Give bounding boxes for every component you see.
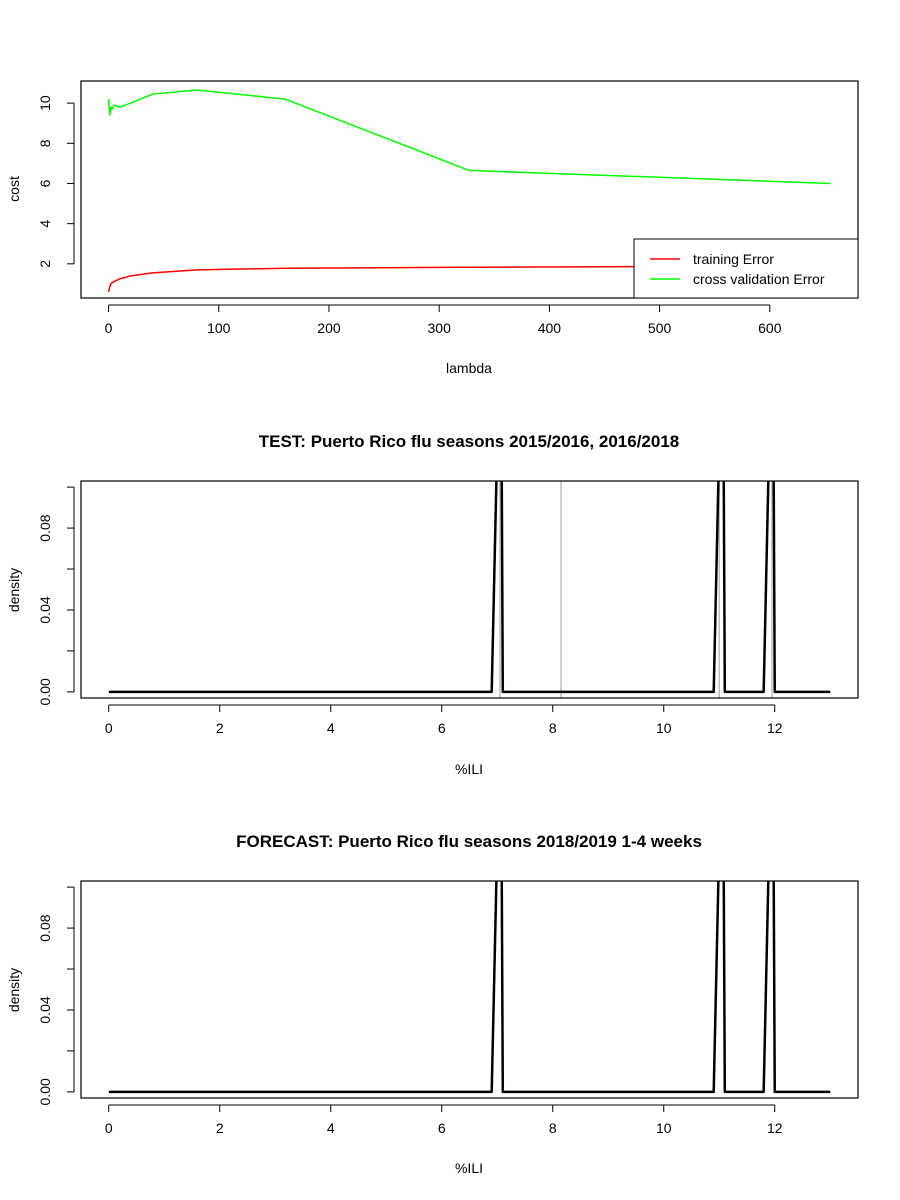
legend-box bbox=[633, 238, 859, 299]
y-tick-label: 0.04 bbox=[37, 996, 53, 1023]
series-line-0 bbox=[107, 265, 831, 293]
y-axis-label: cost bbox=[6, 176, 22, 202]
x-tick-label: 400 bbox=[538, 320, 562, 336]
y-tick-label: 8 bbox=[37, 139, 53, 147]
x-tick-label: 2 bbox=[216, 720, 224, 736]
x-tick-label: 600 bbox=[758, 320, 782, 336]
y-tick-label: 0.00 bbox=[37, 678, 53, 705]
plot-frame bbox=[80, 80, 859, 299]
plot-frame bbox=[80, 880, 859, 1099]
series-line-0 bbox=[108, 881, 831, 1094]
y-axis-label: density bbox=[6, 568, 22, 612]
legend: training Error cross validation Error bbox=[633, 238, 859, 299]
legend-entry-label: cross validation Error bbox=[693, 271, 825, 287]
y-tick-label: 0.08 bbox=[37, 514, 53, 541]
x-tick-label: 2 bbox=[216, 1120, 224, 1136]
x-tick-label: 10 bbox=[656, 1120, 672, 1136]
x-tick-label: 4 bbox=[327, 720, 335, 736]
y-tick-label: 0.08 bbox=[37, 914, 53, 941]
x-tick-label: 200 bbox=[317, 320, 341, 336]
test-density-chart: TEST: Puerto Rico flu seasons 2015/2016,… bbox=[6, 432, 859, 777]
x-tick-label: 8 bbox=[549, 1120, 557, 1136]
y-tick-label: 6 bbox=[37, 179, 53, 187]
forecast-density-chart: FORECAST: Puerto Rico flu seasons 2018/2… bbox=[6, 832, 859, 1176]
series-line-1 bbox=[107, 89, 831, 185]
x-tick-label: 10 bbox=[656, 720, 672, 736]
y-tick-label: 10 bbox=[37, 95, 53, 111]
x-tick-label: 500 bbox=[648, 320, 672, 336]
x-tick-label: 0 bbox=[105, 720, 113, 736]
chart-title: TEST: Puerto Rico flu seasons 2015/2016,… bbox=[259, 432, 680, 451]
y-tick-label: 0.00 bbox=[37, 1078, 53, 1105]
x-tick-label: 6 bbox=[438, 1120, 446, 1136]
x-tick-label: 8 bbox=[549, 720, 557, 736]
x-axis-label: %ILI bbox=[455, 1160, 483, 1176]
x-tick-label: 300 bbox=[428, 320, 452, 336]
y-axis-label: density bbox=[6, 968, 22, 1012]
y-tick-label: 4 bbox=[37, 220, 53, 228]
legend-entry-label: training Error bbox=[693, 251, 774, 267]
plot-frame bbox=[80, 480, 859, 699]
y-tick-label: 2 bbox=[37, 260, 53, 268]
x-tick-label: 12 bbox=[767, 1120, 783, 1136]
x-tick-label: 12 bbox=[767, 720, 783, 736]
x-tick-label: 0 bbox=[105, 320, 113, 336]
chart-title: FORECAST: Puerto Rico flu seasons 2018/2… bbox=[236, 832, 702, 851]
x-tick-label: 100 bbox=[207, 320, 231, 336]
x-tick-label: 4 bbox=[327, 1120, 335, 1136]
x-tick-label: 6 bbox=[438, 720, 446, 736]
x-axis-label: %ILI bbox=[455, 761, 483, 777]
x-axis-label: lambda bbox=[446, 360, 492, 376]
y-tick-label: 0.04 bbox=[37, 596, 53, 623]
series-line-0 bbox=[108, 481, 831, 694]
x-tick-label: 0 bbox=[105, 1120, 113, 1136]
cost-lambda-chart: lambda cost 0 100 200 300 400 500 600 2 4 6 8 10 tra… bbox=[6, 80, 859, 376]
